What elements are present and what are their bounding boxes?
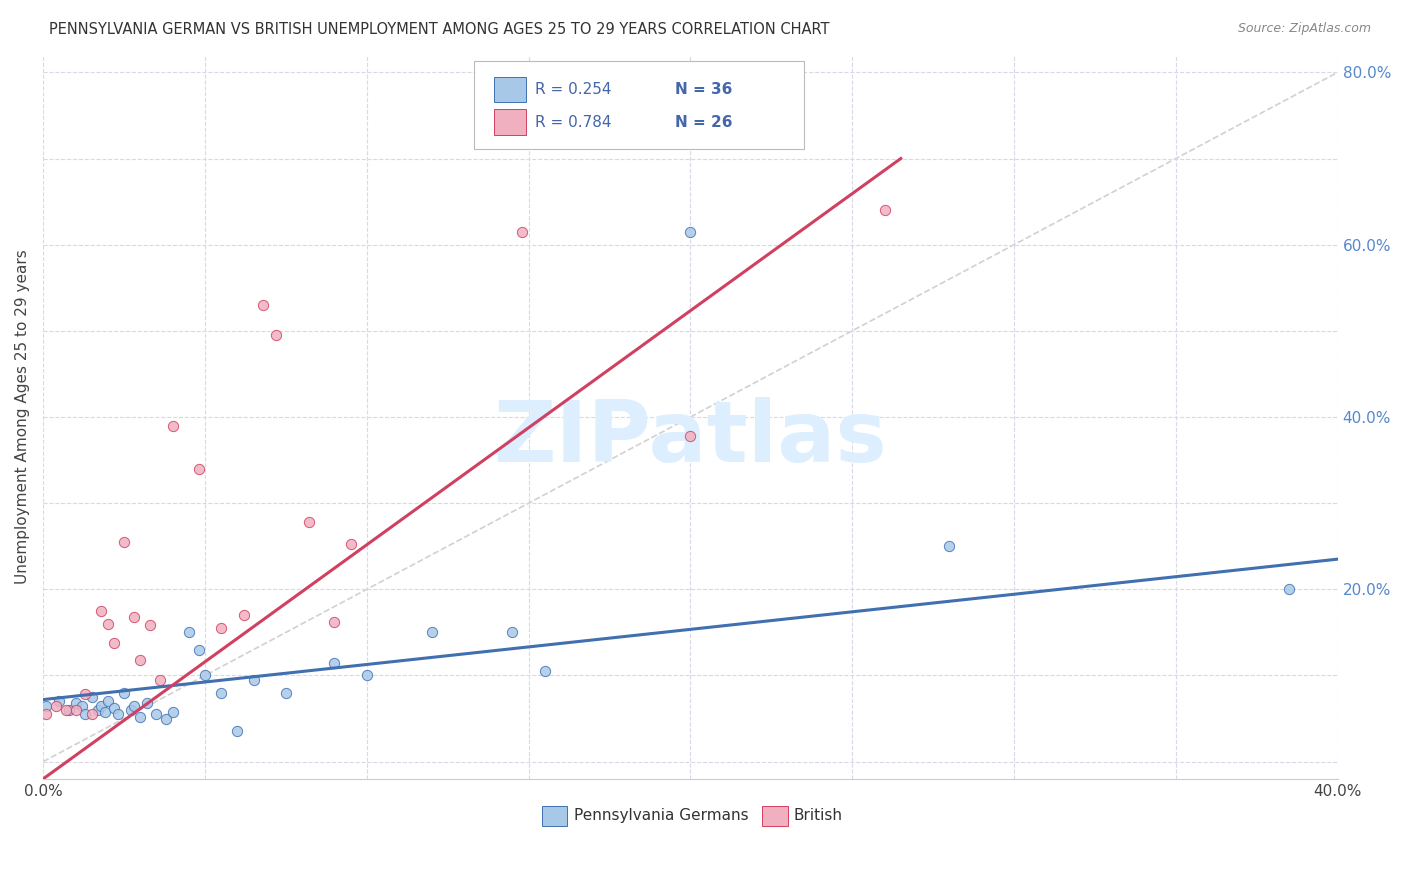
Point (129, 653, 152, 667)
Point (501, 625, 523, 640)
Bar (541, 805, 568, 826)
Point (297, 515, 319, 529)
Point (103, 636, 125, 650)
Point (135, 696, 157, 710)
Point (139, 618, 162, 632)
Text: R = 0.784: R = 0.784 (536, 115, 612, 130)
Text: N = 36: N = 36 (675, 82, 733, 97)
Point (48, 694, 70, 708)
Point (90, 604, 112, 618)
Point (274, 686, 297, 700)
Point (122, 698, 145, 713)
Point (938, 539, 960, 553)
Point (209, 621, 232, 635)
Point (97, 616, 120, 631)
Point (264, 328, 287, 343)
Point (162, 705, 184, 719)
Text: R = 0.254: R = 0.254 (536, 82, 612, 97)
Point (323, 615, 346, 629)
Text: Pennsylvania Germans: Pennsylvania Germans (574, 808, 748, 823)
Point (226, 724, 249, 739)
Bar (494, 110, 526, 135)
Point (97, 694, 120, 708)
Point (356, 668, 378, 682)
Point (120, 703, 142, 717)
Point (93, 705, 115, 719)
Point (90, 698, 112, 713)
Point (70, 698, 93, 713)
Point (80, 690, 103, 704)
Point (679, 225, 702, 239)
Point (58, 703, 80, 717)
Point (145, 707, 167, 722)
Point (75, 687, 97, 701)
Point (242, 673, 264, 687)
Point (107, 707, 129, 722)
Point (149, 673, 172, 687)
Point (177, 625, 200, 640)
Point (45, 698, 67, 713)
Point (112, 686, 135, 700)
Point (873, 203, 896, 218)
Point (80, 707, 103, 722)
Point (187, 461, 209, 475)
Point (103, 701, 125, 715)
Point (510, 225, 533, 239)
Point (323, 656, 346, 670)
Text: N = 26: N = 26 (675, 115, 733, 130)
Point (155, 712, 177, 726)
Bar (762, 805, 787, 826)
Point (339, 537, 361, 551)
Point (65, 703, 87, 717)
Bar (494, 77, 526, 103)
Point (420, 625, 443, 640)
Text: British: British (794, 808, 844, 823)
Text: ZIPatlas: ZIPatlas (494, 397, 887, 480)
Point (679, 429, 702, 443)
Point (209, 686, 232, 700)
Point (252, 298, 274, 312)
Point (1278, 582, 1301, 597)
Point (187, 642, 209, 657)
Text: PENNSYLVANIA GERMAN VS BRITISH UNEMPLOYMENT AMONG AGES 25 TO 29 YEARS CORRELATIO: PENNSYLVANIA GERMAN VS BRITISH UNEMPLOYM… (49, 22, 830, 37)
Point (87, 703, 110, 717)
Y-axis label: Unemployment Among Ages 25 to 29 years: Unemployment Among Ages 25 to 29 years (15, 250, 30, 584)
Point (122, 610, 145, 624)
Point (55, 703, 77, 717)
Point (194, 668, 217, 682)
Point (65, 696, 87, 710)
Point (162, 418, 184, 433)
Point (232, 608, 254, 623)
Point (533, 664, 555, 678)
Point (112, 535, 135, 549)
Point (35, 698, 58, 713)
FancyBboxPatch shape (474, 61, 804, 149)
Text: Source: ZipAtlas.com: Source: ZipAtlas.com (1237, 22, 1371, 36)
Point (129, 710, 152, 724)
Point (75, 707, 97, 722)
Point (35, 707, 58, 722)
